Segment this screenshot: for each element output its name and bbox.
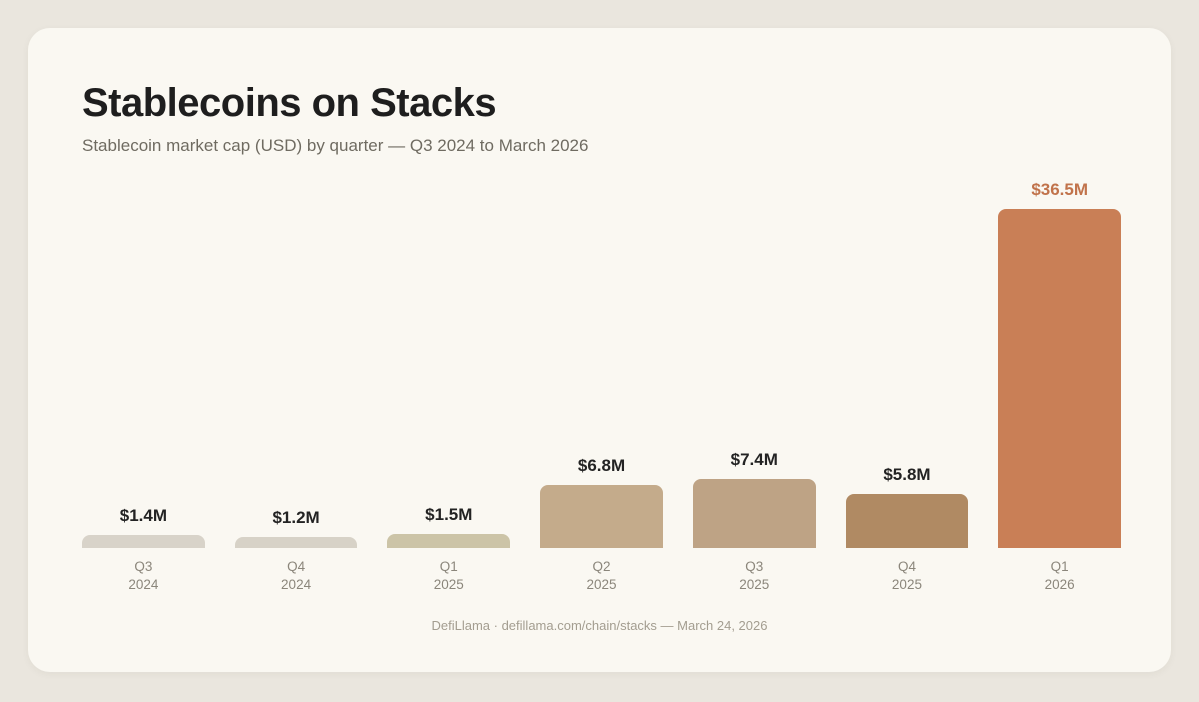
- chart-header: Stablecoins on Stacks Stablecoin market …: [82, 80, 982, 157]
- footer-caption: DefiLlama · defillama.com/chain/stacks —…: [431, 618, 768, 633]
- bar-value-label: $1.5M: [425, 505, 473, 524]
- bar-area: $1.5M: [387, 180, 511, 548]
- x-tick-quarter: Q3: [745, 559, 764, 574]
- bar-area: $7.4M: [692, 180, 816, 548]
- bar-column: $1.5M Q1 2025: [387, 180, 511, 594]
- x-axis-tick: Q1 2026: [1045, 558, 1075, 594]
- x-tick-year: 2025: [586, 577, 617, 592]
- bar-value-label: $7.4M: [730, 449, 778, 469]
- bar-chart: $1.4M Q3 2024 $1.2M Q4 2024 $1.5M Q1 2025 $6.8M Q2…: [82, 180, 1122, 594]
- bar-column: $5.8M Q4 2025: [845, 180, 969, 594]
- x-axis-tick: Q3 2025: [739, 558, 769, 594]
- bar-column: $1.4M Q3 2024: [82, 180, 205, 594]
- x-tick-year: 2025: [433, 577, 464, 592]
- bar-column: $7.4M Q3 2025: [692, 180, 816, 594]
- x-tick-quarter: Q2: [592, 559, 611, 574]
- page-title: Stablecoins on Stacks: [82, 81, 497, 125]
- bar-column: $1.2M Q4 2024: [234, 180, 358, 594]
- bar: [845, 493, 969, 548]
- bar: [998, 209, 1122, 548]
- x-tick-quarter: Q4: [287, 559, 306, 574]
- bar-value-label: $1.4M: [119, 505, 167, 525]
- x-axis-tick: Q3 2024: [128, 558, 158, 594]
- x-axis-tick: Q2 2025: [586, 558, 616, 594]
- bar-value-label: $5.8M: [883, 464, 931, 484]
- bar-value-label: $6.8M: [577, 455, 626, 475]
- bar-area: $1.2M: [234, 180, 358, 548]
- bar-value-label: $1.2M: [272, 507, 320, 527]
- bar-area: $1.4M: [82, 180, 205, 548]
- bar: [692, 478, 816, 548]
- x-tick-quarter: Q4: [897, 559, 916, 574]
- x-axis-tick: Q4 2024: [281, 558, 311, 594]
- bar: [82, 534, 205, 548]
- bar: [387, 534, 511, 548]
- x-tick-quarter: Q1: [439, 559, 458, 574]
- bar: [234, 536, 358, 548]
- x-tick-quarter: Q1: [1050, 559, 1069, 574]
- bar-area: $36.5M: [998, 180, 1122, 548]
- x-tick-year: 2026: [1044, 577, 1075, 592]
- page-subtitle: Stablecoin market cap (USD) by quarter —…: [82, 136, 589, 155]
- x-tick-year: 2025: [739, 577, 770, 592]
- bar: [540, 484, 663, 548]
- x-tick-year: 2024: [281, 577, 312, 592]
- x-axis-tick: Q4 2025: [892, 558, 922, 594]
- chart-card: [28, 28, 1171, 672]
- x-tick-quarter: Q3: [134, 559, 153, 574]
- bar-area: $6.8M: [540, 180, 663, 548]
- bar-value-label: $36.5M: [1031, 180, 1089, 199]
- x-tick-year: 2024: [128, 577, 159, 592]
- x-tick-year: 2025: [891, 577, 922, 592]
- bar-column: $6.8M Q2 2025: [540, 180, 663, 594]
- x-axis-tick: Q1 2025: [434, 558, 464, 594]
- bar-area: $5.8M: [845, 180, 969, 548]
- bar-column: $36.5M Q1 2026: [998, 180, 1122, 594]
